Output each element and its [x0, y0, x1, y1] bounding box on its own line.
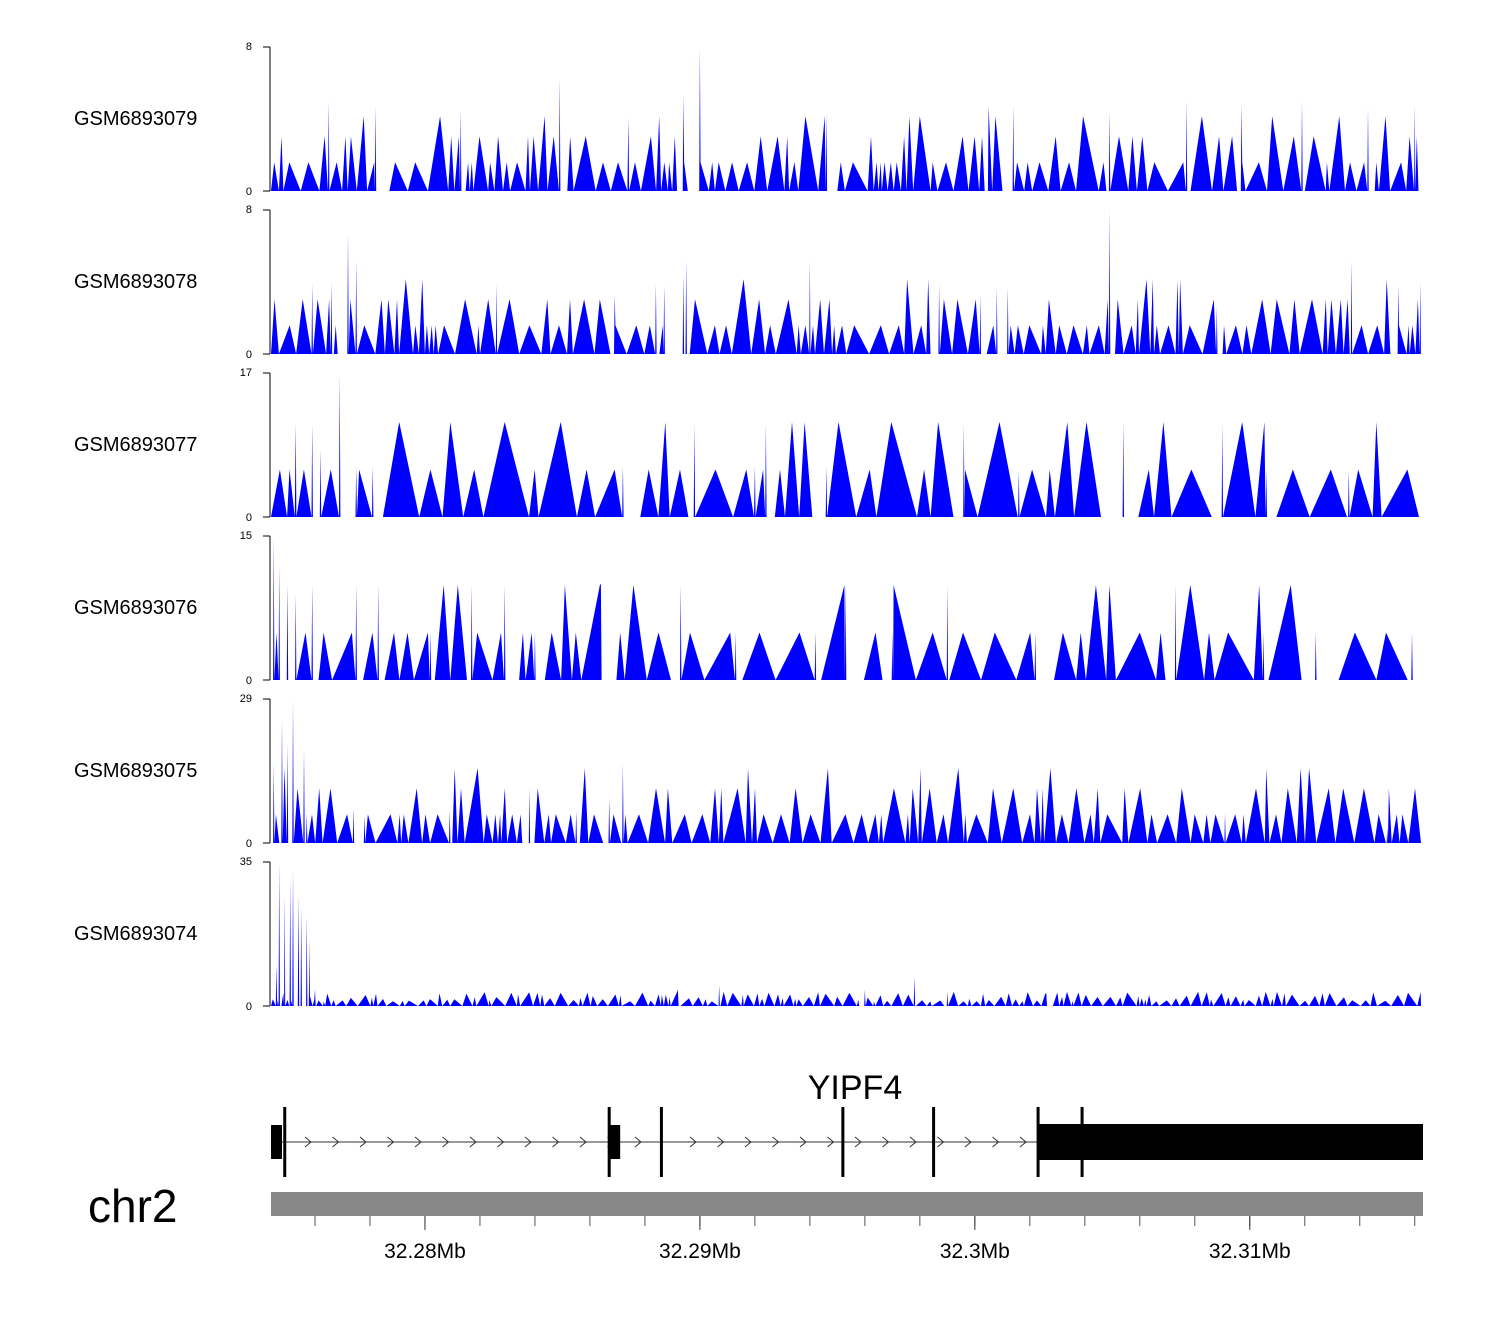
gene-track: YIPF4: [271, 1069, 1423, 1177]
genome-axis: chr2 32.28Mb 32.29Mb 32.3Mb 32.31Mb: [88, 1180, 1423, 1263]
strand-arrow: [1019, 1136, 1027, 1148]
strand-arrow: [827, 1136, 835, 1148]
strand-arrow: [634, 1136, 642, 1148]
axis-tick-label: 32.3Mb: [940, 1240, 1010, 1263]
track-GSM6893076: GSM6893076 15 0: [74, 530, 1421, 687]
y-tick-label-max: 17: [240, 367, 252, 379]
y-tick-label-max: 8: [246, 204, 252, 216]
strand-arrow: [359, 1136, 367, 1148]
strand-arrow: [882, 1136, 890, 1148]
y-tick-label-min: 0: [246, 838, 252, 850]
y-tick-label-min: 0: [246, 349, 252, 361]
strand-arrow: [442, 1136, 450, 1148]
strand-arrow: [772, 1136, 780, 1148]
gene-label: YIPF4: [808, 1069, 902, 1107]
axis-tick-label: 32.29Mb: [659, 1240, 741, 1263]
track-label: GSM6893077: [74, 434, 197, 456]
coverage-area: [271, 699, 1421, 843]
signal-tracks: GSM689307980GSM689307880GSM6893077170GSM…: [74, 41, 1421, 1013]
y-tick-label-max: 29: [240, 693, 252, 705]
strand-arrow: [414, 1136, 422, 1148]
coverage-area: [271, 210, 1421, 354]
y-tick-label-max: 8: [246, 41, 252, 53]
axis-tick-label: 32.28Mb: [384, 1240, 466, 1263]
coverage-area: [271, 862, 1421, 1006]
strand-arrow: [937, 1136, 945, 1148]
strand-arrow: [964, 1136, 972, 1148]
exon-boundary: [659, 1107, 663, 1177]
axis-tick-label: 32.31Mb: [1209, 1240, 1291, 1263]
chromosome-label: chr2: [88, 1180, 177, 1232]
strand-arrow: [992, 1136, 1000, 1148]
track-GSM6893074: GSM6893074 35 0: [74, 856, 1421, 1013]
track-label: GSM6893074: [74, 923, 197, 945]
track-GSM6893078: GSM6893078 8 0: [74, 204, 1421, 361]
track-label: GSM6893079: [74, 108, 197, 130]
strand-arrow: [799, 1136, 807, 1148]
y-tick-label-min: 0: [246, 1001, 252, 1013]
exon-block: [609, 1125, 621, 1159]
chromosome-ideogram: [271, 1192, 1423, 1216]
exon-boundary: [932, 1107, 936, 1177]
track-label: GSM6893076: [74, 597, 197, 619]
strand-arrow: [469, 1136, 477, 1148]
track-GSM6893079: GSM6893079 8 0: [74, 41, 1421, 198]
track-GSM6893077: GSM6893077 17 0: [74, 367, 1421, 524]
strand-arrow: [717, 1136, 725, 1148]
coverage-area: [271, 536, 1421, 680]
track-label: GSM6893078: [74, 271, 197, 293]
strand-arrow: [497, 1136, 505, 1148]
y-tick-label-max: 35: [240, 856, 252, 868]
exon-boundary: [607, 1107, 611, 1177]
y-tick-label-min: 0: [246, 512, 252, 524]
y-tick-label-min: 0: [246, 675, 252, 687]
y-tick-label-max: 15: [240, 530, 252, 542]
strand-arrow: [304, 1136, 312, 1148]
exon-block: [1038, 1124, 1423, 1160]
strand-arrow: [744, 1136, 752, 1148]
exon-block: [271, 1125, 282, 1159]
exon-boundary: [1080, 1107, 1084, 1177]
track-label: GSM6893075: [74, 760, 197, 782]
strand-arrow: [387, 1136, 395, 1148]
strand-arrow: [524, 1136, 532, 1148]
exon-boundary: [841, 1107, 845, 1177]
coverage-area: [271, 373, 1421, 517]
strand-arrow: [332, 1136, 340, 1148]
strand-arrow: [552, 1136, 560, 1148]
track-GSM6893075: GSM6893075 29 0: [74, 693, 1421, 850]
strand-arrow: [909, 1136, 917, 1148]
exon-boundary: [283, 1107, 287, 1177]
coverage-area: [271, 47, 1421, 191]
exon-boundary: [1036, 1107, 1040, 1177]
strand-arrow: [689, 1136, 697, 1148]
y-tick-label-min: 0: [246, 186, 252, 198]
strand-arrow: [854, 1136, 862, 1148]
strand-arrow: [579, 1136, 587, 1148]
